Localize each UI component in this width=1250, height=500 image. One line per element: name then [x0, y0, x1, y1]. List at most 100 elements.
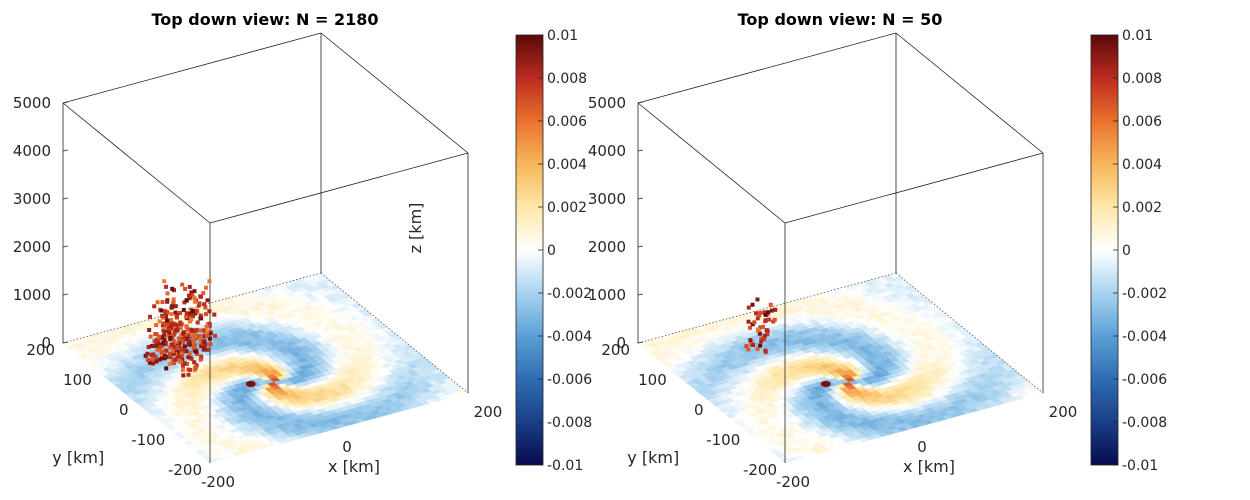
- scatter-point: [161, 314, 166, 319]
- x-axis-label: x [km]: [328, 457, 380, 476]
- scatter-point: [160, 335, 165, 340]
- scatter-point: [180, 363, 185, 368]
- scatter-point: [171, 321, 176, 326]
- colorbar: 0.01 0.008 0.006 0.004 0.002 0 -0.002 -0.004 -0.…: [515, 28, 592, 474]
- scatter-point: [204, 324, 209, 329]
- scatter-point: [204, 334, 209, 339]
- scatter-point: [164, 333, 169, 338]
- colorbar-tick-label: -0.01: [1122, 458, 1158, 474]
- scatter-point: [173, 357, 178, 362]
- colorbar-tick-label: -0.002: [1122, 286, 1167, 302]
- colorbar-tick-label: -0.01: [547, 458, 583, 474]
- scatter-point: [171, 338, 176, 343]
- colorbar-tick-label: 0.01: [1122, 28, 1153, 44]
- scatter-point: [181, 307, 186, 312]
- scatter-point: [157, 334, 162, 339]
- scatter-point: [187, 319, 192, 324]
- scatter-point: [189, 290, 194, 295]
- scatter-point: [169, 312, 174, 317]
- scatter-point: [173, 304, 178, 309]
- scatter-point: [186, 355, 191, 360]
- scatter-point: [195, 352, 200, 357]
- colorbar-tick-label: 0.004: [547, 157, 587, 173]
- scatter-point: [186, 334, 191, 339]
- scatter-point: [157, 337, 162, 342]
- x-tick-label: -200: [201, 473, 235, 491]
- scatter-point: [163, 314, 168, 319]
- scatter-point: [180, 368, 185, 373]
- scatter-point: [193, 365, 198, 370]
- chart-panel-2: Top down view: N = 500100020003000400050…: [588, 10, 1167, 491]
- scatter-point: [165, 322, 170, 327]
- scatter-point: [194, 327, 199, 332]
- z-tick-label: 5000: [588, 94, 626, 112]
- z-tick-mark: [62, 197, 69, 200]
- scatter-point: [198, 316, 203, 321]
- z-tick-label: 5000: [13, 94, 51, 112]
- scatter-point: [191, 345, 196, 350]
- z-tick-mark: [62, 245, 69, 248]
- scatter-point: [192, 289, 197, 294]
- scatter-point: [177, 353, 182, 358]
- scatter-point: [172, 331, 177, 336]
- scatter-point: [202, 328, 207, 333]
- scatter-point: [773, 307, 778, 312]
- z-tick-label: 4000: [13, 142, 51, 160]
- scatter-point: [187, 351, 192, 356]
- scatter-point: [170, 359, 175, 364]
- scatter-point: [184, 324, 189, 329]
- scatter-point: [772, 317, 777, 322]
- z-tick-label: 1000: [588, 286, 626, 304]
- scatter-point: [170, 286, 175, 291]
- y-tick-label: 100: [638, 371, 667, 389]
- axis-edge: [209, 152, 469, 224]
- colorbar-tick-label: -0.004: [547, 329, 592, 345]
- scatter-point: [177, 322, 182, 327]
- scatter-point: [201, 334, 206, 339]
- scatter-point: [189, 339, 194, 344]
- scatter-point: [748, 338, 753, 343]
- scatter-point: [184, 349, 189, 354]
- colorbar-tick-label: 0.01: [547, 28, 578, 44]
- scatter-point: [162, 353, 167, 358]
- scatter-point: [175, 344, 180, 349]
- x-tick-label: 200: [1049, 403, 1078, 421]
- scatter-point: [181, 337, 186, 342]
- z-tick-mark: [637, 245, 644, 248]
- scatter-point: [164, 284, 169, 289]
- scatter-point: [184, 314, 189, 319]
- scatter-point: [758, 310, 763, 315]
- scatter-point: [213, 333, 218, 338]
- z-tick-label: 2000: [13, 238, 51, 256]
- scatter-point: [179, 351, 184, 356]
- scatter-point: [766, 310, 771, 315]
- scatter-point: [179, 322, 184, 327]
- scatter-point: [174, 349, 179, 354]
- scatter-point: [187, 293, 192, 298]
- scatter-point: [761, 324, 766, 329]
- scatter-point: [168, 351, 173, 356]
- scatter-point: [768, 302, 773, 307]
- axis-edge: [637, 32, 897, 104]
- eye-marker: [820, 381, 831, 387]
- scatter-point: [178, 310, 183, 315]
- scatter-point: [758, 343, 763, 348]
- axis-edge: [784, 152, 1044, 224]
- scatter-point: [182, 300, 187, 305]
- scatter-point: [192, 368, 197, 373]
- scatter-point: [171, 351, 176, 356]
- axis-edge: [637, 102, 786, 224]
- scatter-point: [203, 285, 208, 290]
- scatter-point: [165, 299, 170, 304]
- scatter-point: [199, 344, 204, 349]
- scatter-point: [188, 355, 193, 360]
- scatter-point: [163, 340, 168, 345]
- z-tick-label: 3000: [13, 190, 51, 208]
- y-tick-label: -100: [706, 431, 740, 449]
- scatter-point: [203, 312, 208, 317]
- z-axis-label: z [km]: [406, 203, 425, 254]
- scatter-point: [177, 358, 182, 363]
- scatter-point: [196, 303, 201, 308]
- x-tick-label: 200: [474, 403, 503, 421]
- scatter-point: [162, 337, 167, 342]
